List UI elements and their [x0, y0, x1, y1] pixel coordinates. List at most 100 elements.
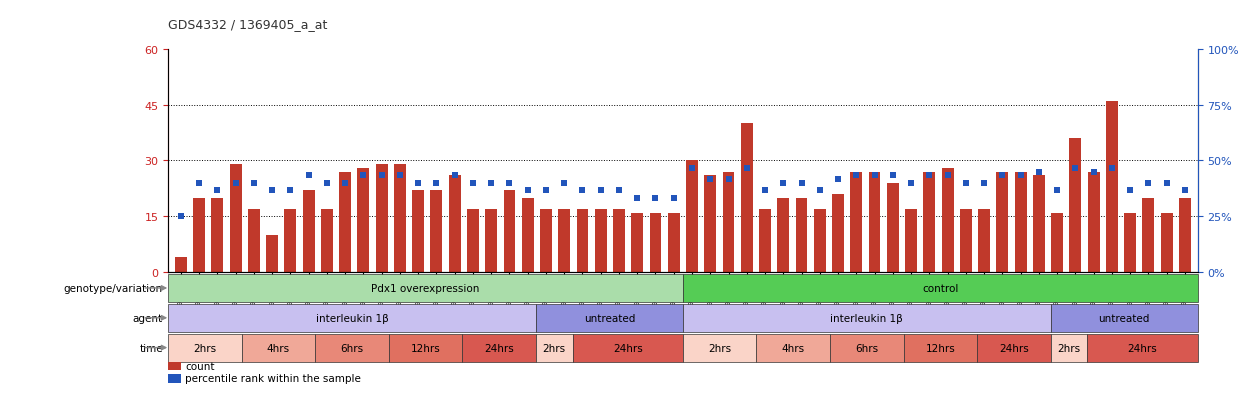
Bar [576, 209, 589, 273]
Bar [682, 304, 1051, 332]
Bar [467, 209, 479, 273]
Bar [393, 165, 406, 273]
Point [664, 195, 684, 202]
Bar [705, 176, 716, 273]
Point [937, 173, 957, 179]
Text: control: control [923, 283, 959, 293]
Point [627, 195, 647, 202]
Point [1047, 188, 1067, 194]
Point [1011, 173, 1031, 179]
Bar [168, 362, 181, 370]
Bar [1143, 198, 1154, 273]
Text: agent: agent [133, 313, 163, 323]
Bar [448, 176, 461, 273]
Bar [682, 334, 757, 362]
Point [883, 173, 903, 179]
Bar [558, 209, 570, 273]
Bar [388, 334, 462, 362]
Point [537, 188, 557, 194]
Text: genotype/variation: genotype/variation [63, 283, 163, 293]
Point [390, 173, 410, 179]
Bar [242, 334, 315, 362]
Text: 2hrs: 2hrs [193, 343, 217, 353]
Point [482, 180, 502, 187]
Bar [315, 334, 388, 362]
Bar [869, 172, 880, 273]
Point [189, 180, 209, 187]
Point [864, 173, 884, 179]
Bar [777, 198, 789, 273]
Point [427, 180, 447, 187]
Bar [941, 169, 954, 273]
Point [956, 180, 976, 187]
Bar [832, 195, 844, 273]
Point [171, 214, 190, 220]
Point [1066, 165, 1086, 172]
Bar [979, 209, 990, 273]
Bar [573, 334, 682, 362]
Text: interleukin 1β: interleukin 1β [315, 313, 388, 323]
Point [992, 173, 1012, 179]
Point [609, 188, 629, 194]
Bar [814, 209, 825, 273]
Bar [229, 165, 242, 273]
Point [408, 180, 428, 187]
Text: 4hrs: 4hrs [266, 343, 290, 353]
Text: 6hrs: 6hrs [855, 343, 878, 353]
Point [1102, 165, 1122, 172]
Bar [905, 209, 918, 273]
Bar [212, 198, 223, 273]
Point [1157, 180, 1177, 187]
Point [754, 188, 774, 194]
Bar [303, 191, 315, 273]
Bar [540, 209, 552, 273]
Bar [266, 235, 278, 273]
Bar [1051, 334, 1087, 362]
Bar [1106, 102, 1118, 273]
Point [463, 180, 483, 187]
Point [208, 188, 228, 194]
Bar [357, 169, 370, 273]
Bar [741, 124, 753, 273]
Point [974, 180, 994, 187]
Bar [535, 304, 684, 332]
Bar [996, 172, 1008, 273]
Bar [682, 274, 1198, 302]
Point [718, 176, 738, 183]
Bar [757, 334, 830, 362]
Point [554, 180, 574, 187]
Text: 24hrs: 24hrs [484, 343, 514, 353]
Text: 24hrs: 24hrs [1128, 343, 1158, 353]
Bar [248, 209, 260, 273]
Text: count: count [186, 361, 214, 371]
Bar [284, 209, 296, 273]
Bar [168, 334, 242, 362]
Point [591, 188, 611, 194]
Text: 4hrs: 4hrs [782, 343, 804, 353]
Point [773, 180, 793, 187]
Text: GDS4332 / 1369405_a_at: GDS4332 / 1369405_a_at [168, 18, 327, 31]
Point [1120, 188, 1140, 194]
Point [809, 188, 829, 194]
Point [682, 165, 702, 172]
Bar [722, 172, 735, 273]
Bar [904, 334, 977, 362]
Point [847, 173, 867, 179]
Point [1083, 169, 1103, 176]
Bar [168, 304, 535, 332]
Bar [339, 172, 351, 273]
Text: 12hrs: 12hrs [411, 343, 441, 353]
Bar [759, 209, 771, 273]
Text: interleukin 1β: interleukin 1β [830, 313, 903, 323]
Bar [1088, 172, 1099, 273]
Bar [535, 334, 573, 362]
Point [299, 173, 319, 179]
Point [225, 180, 245, 187]
Bar [431, 191, 442, 273]
Bar [412, 191, 425, 273]
Point [263, 188, 283, 194]
Point [828, 176, 848, 183]
Bar [174, 258, 187, 273]
Bar [1124, 213, 1137, 273]
Point [1138, 180, 1158, 187]
